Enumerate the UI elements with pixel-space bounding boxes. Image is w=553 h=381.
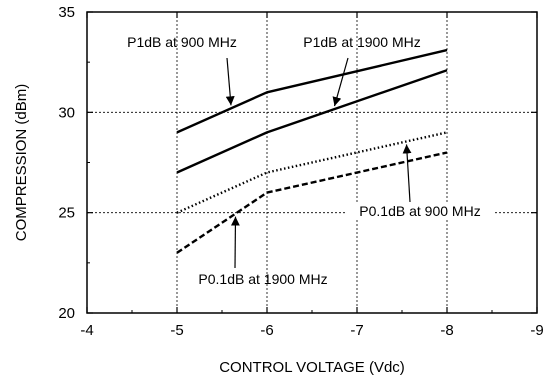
x-tick-label: -5 bbox=[170, 322, 183, 339]
series-line bbox=[176, 151, 448, 254]
x-tick-label: -7 bbox=[350, 322, 363, 339]
y-tick-label: 20 bbox=[58, 305, 75, 322]
annotation-arrow bbox=[225, 57, 235, 106]
x-tick-label: -8 bbox=[440, 322, 453, 339]
grid-lines bbox=[87, 12, 537, 313]
annotation-label: P1dB at 1900 MHz bbox=[303, 34, 421, 50]
x-tick-label: -9 bbox=[530, 322, 543, 339]
y-tick-label: 25 bbox=[58, 205, 75, 222]
annotation-arrow bbox=[230, 216, 240, 269]
series-line bbox=[176, 131, 448, 214]
annotation-label-bg bbox=[345, 203, 495, 220]
annotation-label: P0.1dB at 900 MHz bbox=[359, 203, 480, 219]
annotation-arrow bbox=[332, 57, 349, 107]
annotation-label: P1dB at 900 MHz bbox=[127, 34, 237, 50]
annotation-label: P0.1dB at 1900 MHz bbox=[198, 271, 327, 287]
series-lines bbox=[176, 48, 448, 254]
series-line bbox=[176, 69, 448, 174]
axis-ticks: -4 -5 -6 -7 -8 -9 20 25 30 35 bbox=[58, 4, 543, 339]
annotation-arrow bbox=[402, 144, 412, 203]
y-tick-label: 30 bbox=[58, 104, 75, 121]
y-tick-label: 35 bbox=[58, 4, 75, 21]
x-tick-label: -6 bbox=[260, 322, 273, 339]
annotations: P1dB at 900 MHz P1dB at 1900 MHz P0.1dB at… bbox=[127, 34, 495, 287]
y-axis-title: COMPRESSION (dBm) bbox=[13, 84, 30, 242]
x-tick-label: -4 bbox=[80, 322, 93, 339]
series-line bbox=[176, 48, 448, 134]
x-axis-title: CONTROL VOLTAGE (Vdc) bbox=[219, 359, 405, 376]
